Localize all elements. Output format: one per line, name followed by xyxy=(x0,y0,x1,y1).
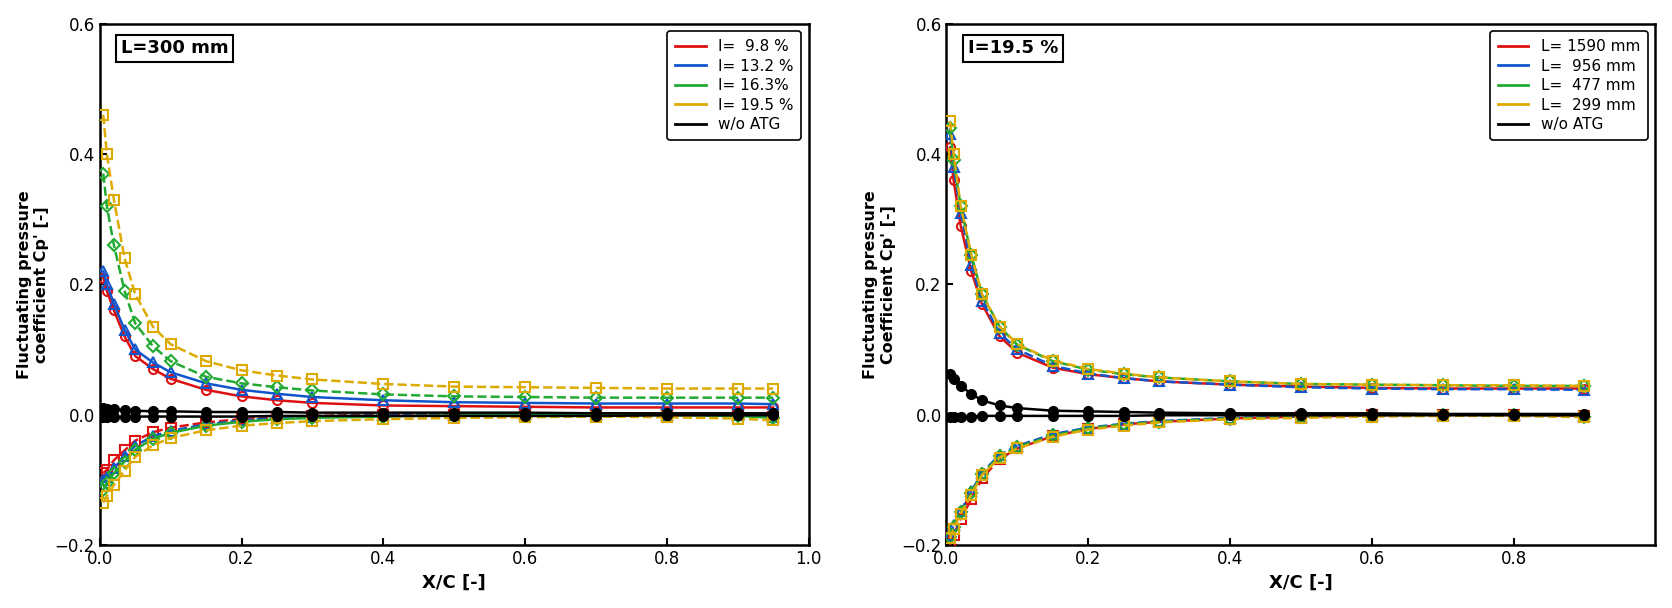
X-axis label: X/C [-]: X/C [-] xyxy=(1269,573,1333,592)
Text: I=19.5 %: I=19.5 % xyxy=(968,40,1058,57)
Y-axis label: Fluctuating pressure
Coefficient Cp' [-]: Fluctuating pressure Coefficient Cp' [-] xyxy=(863,190,896,379)
Text: L=300 mm: L=300 mm xyxy=(120,40,229,57)
Y-axis label: Fluctuating pressure
coefficient Cp' [-]: Fluctuating pressure coefficient Cp' [-] xyxy=(17,190,48,379)
Legend: I=  9.8 %, I= 13.2 %, I= 16.3%, I= 19.5 %, w/o ATG: I= 9.8 %, I= 13.2 %, I= 16.3%, I= 19.5 %… xyxy=(667,31,801,140)
Legend: L= 1590 mm, L=  956 mm, L=  477 mm, L=  299 mm, w/o ATG: L= 1590 mm, L= 956 mm, L= 477 mm, L= 299… xyxy=(1490,31,1647,140)
X-axis label: X/C [-]: X/C [-] xyxy=(423,573,487,592)
